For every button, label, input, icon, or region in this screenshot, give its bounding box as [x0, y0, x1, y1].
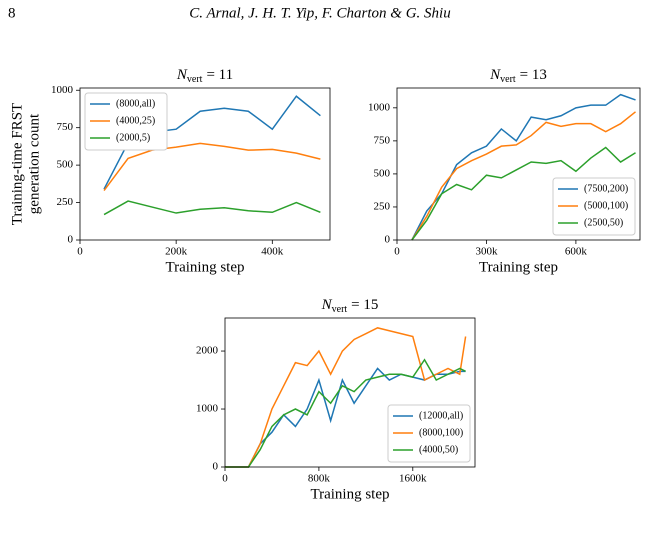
- title-subscript: vert: [500, 74, 516, 85]
- page-number: 8: [8, 5, 16, 21]
- y-axis-label: Training-time FRST: [9, 103, 25, 225]
- x-tick-label: 1600k: [399, 473, 427, 485]
- y-tick-label: 0: [213, 461, 219, 473]
- x-axis-label: Training step: [165, 259, 244, 275]
- y-tick-label: 500: [374, 167, 391, 179]
- series-line: [225, 327, 467, 468]
- series-line: [225, 358, 466, 468]
- title-rest: = 15: [351, 297, 378, 313]
- legend-label: (8000,all): [116, 98, 155, 109]
- y-axis-label: generation count: [26, 113, 42, 214]
- title-symbol: N: [321, 297, 333, 313]
- y-tick-label: 500: [57, 159, 74, 171]
- y-tick-label: 750: [374, 134, 391, 146]
- y-tick-label: 250: [57, 196, 74, 208]
- y-tick-label: 250: [374, 200, 391, 212]
- x-tick-label: 600k: [565, 246, 588, 258]
- chart-title: Nvert = 11: [176, 67, 233, 85]
- y-tick-label: 1000: [368, 101, 391, 113]
- legend-label: (7500,200): [584, 183, 628, 194]
- chart-title: Nvert = 15: [321, 297, 379, 315]
- series-line: [411, 111, 636, 241]
- y-tick-label: 1000: [196, 403, 219, 415]
- y-tick-label: 750: [57, 121, 74, 133]
- legend-label: (8000,100): [419, 427, 463, 438]
- title-rest: = 11: [206, 67, 233, 83]
- legend-label: (2000,5): [116, 132, 150, 143]
- plot-frame: [396, 87, 641, 241]
- x-tick-label: 400k: [261, 246, 284, 258]
- x-tick-label: 0: [394, 246, 400, 258]
- legend-box: [387, 404, 471, 463]
- x-axis-label: Training step: [310, 486, 389, 502]
- legend-box: [84, 92, 168, 151]
- series-line: [411, 93, 636, 241]
- title-symbol: N: [489, 67, 501, 83]
- plot-frame: [224, 317, 476, 468]
- plot-frame: [79, 87, 331, 241]
- y-tick-label: 0: [385, 234, 391, 246]
- series-line: [103, 142, 321, 192]
- chart-title: Nvert = 13: [489, 67, 547, 85]
- running-head: C. Arnal, J. H. T. Yip, F. Charton & G. …: [189, 5, 450, 21]
- title-rest: = 13: [520, 67, 547, 83]
- x-tick-label: 0: [77, 246, 83, 258]
- x-axis-label: Training step: [479, 259, 558, 275]
- legend-box: [552, 177, 636, 236]
- title-symbol: N: [176, 67, 188, 83]
- x-tick-label: 0: [222, 473, 228, 485]
- x-tick-label: 800k: [308, 473, 331, 485]
- y-tick-label: 0: [68, 234, 74, 246]
- y-tick-label: 1000: [51, 84, 74, 96]
- legend-label: (12000,all): [419, 410, 463, 421]
- x-tick-label: 200k: [165, 246, 188, 258]
- series-line: [103, 200, 321, 216]
- legend-label: (4000,25): [116, 115, 155, 126]
- title-subscript: vert: [332, 304, 348, 315]
- legend-label: (2500,50): [584, 217, 623, 228]
- title-subscript: vert: [187, 74, 203, 85]
- y-tick-label: 2000: [196, 345, 219, 357]
- legend-label: (5000,100): [584, 200, 628, 211]
- x-tick-label: 300k: [475, 246, 498, 258]
- series-line: [411, 146, 636, 241]
- legend-label: (4000,50): [419, 444, 458, 455]
